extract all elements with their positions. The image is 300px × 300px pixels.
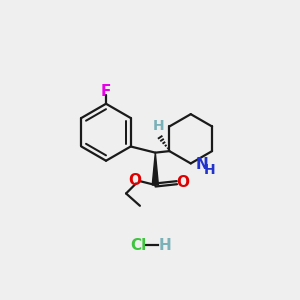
Text: N: N: [195, 158, 208, 172]
Text: Cl: Cl: [130, 238, 146, 253]
Text: O: O: [128, 173, 141, 188]
Text: O: O: [176, 175, 189, 190]
Text: H: H: [153, 118, 164, 133]
Text: H: H: [158, 238, 171, 253]
Polygon shape: [152, 153, 158, 185]
Text: F: F: [101, 84, 111, 99]
Text: H: H: [204, 163, 215, 177]
